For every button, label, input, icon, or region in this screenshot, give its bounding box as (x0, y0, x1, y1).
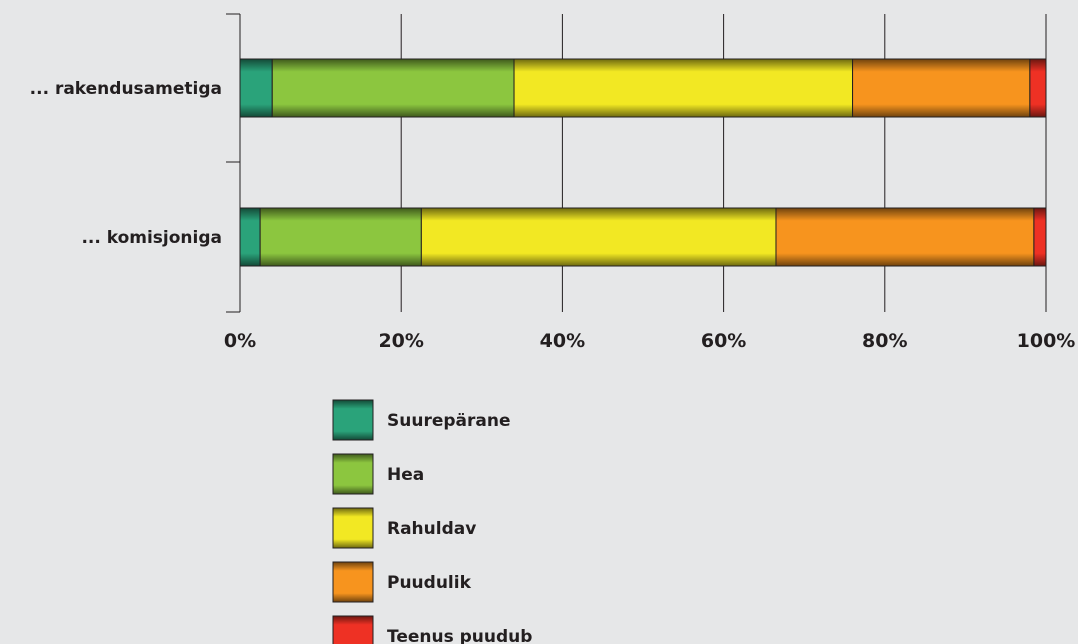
x-axis-tick-labels: 0% 20% 40% 60% 80% 100% (224, 330, 1075, 352)
bar-segment (852, 58, 1031, 118)
category-label: ... rakendusametiga (30, 79, 222, 99)
bar-segment (420, 207, 777, 267)
bar-segment (239, 207, 261, 267)
legend-item: Suurepärane (332, 399, 511, 441)
legend-label: Rahuldav (387, 519, 476, 539)
legend-item: Teenus puudub (332, 615, 532, 644)
bar-segment (1029, 58, 1047, 118)
x-tick-label: 60% (701, 330, 746, 352)
x-tick-label: 40% (540, 330, 585, 352)
legend-item: Hea (332, 453, 424, 495)
x-tick-label: 80% (862, 330, 907, 352)
bar-segment (513, 58, 854, 118)
bars (239, 58, 1047, 267)
legend-label: Hea (387, 465, 424, 485)
legend-item: Puudulik (332, 561, 472, 603)
category-label: ... komisjoniga (81, 228, 222, 248)
legend-label: Teenus puudub (387, 627, 532, 644)
bar-segment (775, 207, 1035, 267)
bar-segment (239, 58, 273, 118)
legend-label: Suurepärane (387, 411, 511, 431)
bar-segment (1033, 207, 1047, 267)
x-tick-label: 100% (1017, 330, 1076, 352)
x-tick-label: 20% (378, 330, 423, 352)
legend-item: Rahuldav (332, 507, 476, 549)
legend: Suurepärane Hea Rahuldav Puudulik Teenus puu… (332, 399, 532, 644)
x-tick-label: 0% (224, 330, 256, 352)
bar-segment (271, 58, 515, 118)
legend-label: Puudulik (387, 573, 472, 593)
bar-segment (259, 207, 422, 267)
category-labels: ... rakendusametiga ... komisjoniga (30, 79, 222, 248)
